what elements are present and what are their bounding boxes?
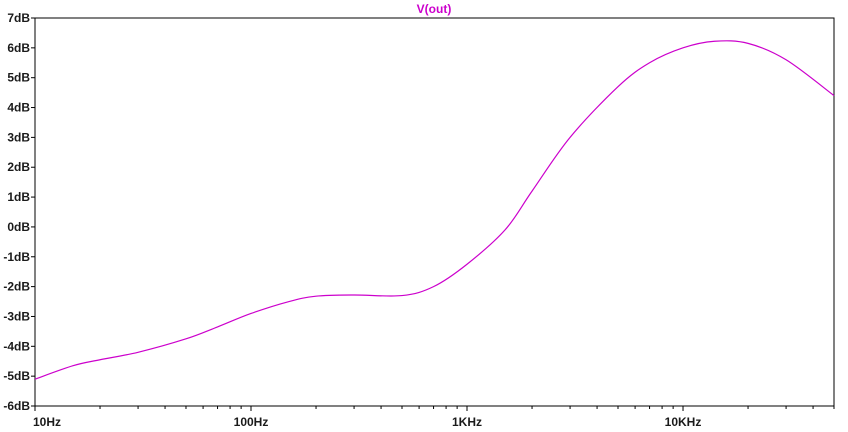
y-tick-label: -5dB bbox=[3, 369, 30, 383]
y-tick-label: -3dB bbox=[3, 309, 30, 323]
x-tick-label: 1KHz bbox=[452, 415, 482, 429]
y-axis: 7dB 6dB 5dB 4dB 3dB 2dB 1dB 0dB -1dB -2dB -3dB -4dB… bbox=[3, 11, 35, 413]
y-tick-label: 2dB bbox=[7, 160, 30, 174]
y-tick-label: 6dB bbox=[7, 41, 30, 55]
plot-frame bbox=[34, 17, 835, 407]
series-layer bbox=[34, 40, 835, 380]
y-tick-label: 1dB bbox=[7, 190, 30, 204]
y-tick-label: 3dB bbox=[7, 130, 30, 144]
y-tick-label: 7dB bbox=[7, 11, 30, 25]
x-tick-label: 100Hz bbox=[234, 415, 269, 429]
chart-title: V(out) bbox=[417, 2, 452, 16]
x-axis: 10Hz 100Hz 1KHz 10KHz bbox=[33, 406, 835, 429]
x-tick-label: 10KHz bbox=[665, 415, 702, 429]
y-tick-label: -1dB bbox=[3, 250, 30, 264]
y-tick-label: 5dB bbox=[7, 71, 30, 85]
y-tick-label: -2dB bbox=[3, 280, 30, 294]
series-line-vout bbox=[34, 40, 835, 380]
y-tick-label: 0dB bbox=[7, 220, 30, 234]
x-tick-label: 10Hz bbox=[33, 415, 61, 429]
y-tick-label: 4dB bbox=[7, 101, 30, 115]
y-tick-label: -4dB bbox=[3, 339, 30, 353]
y-tick-label: -6dB bbox=[3, 399, 30, 413]
